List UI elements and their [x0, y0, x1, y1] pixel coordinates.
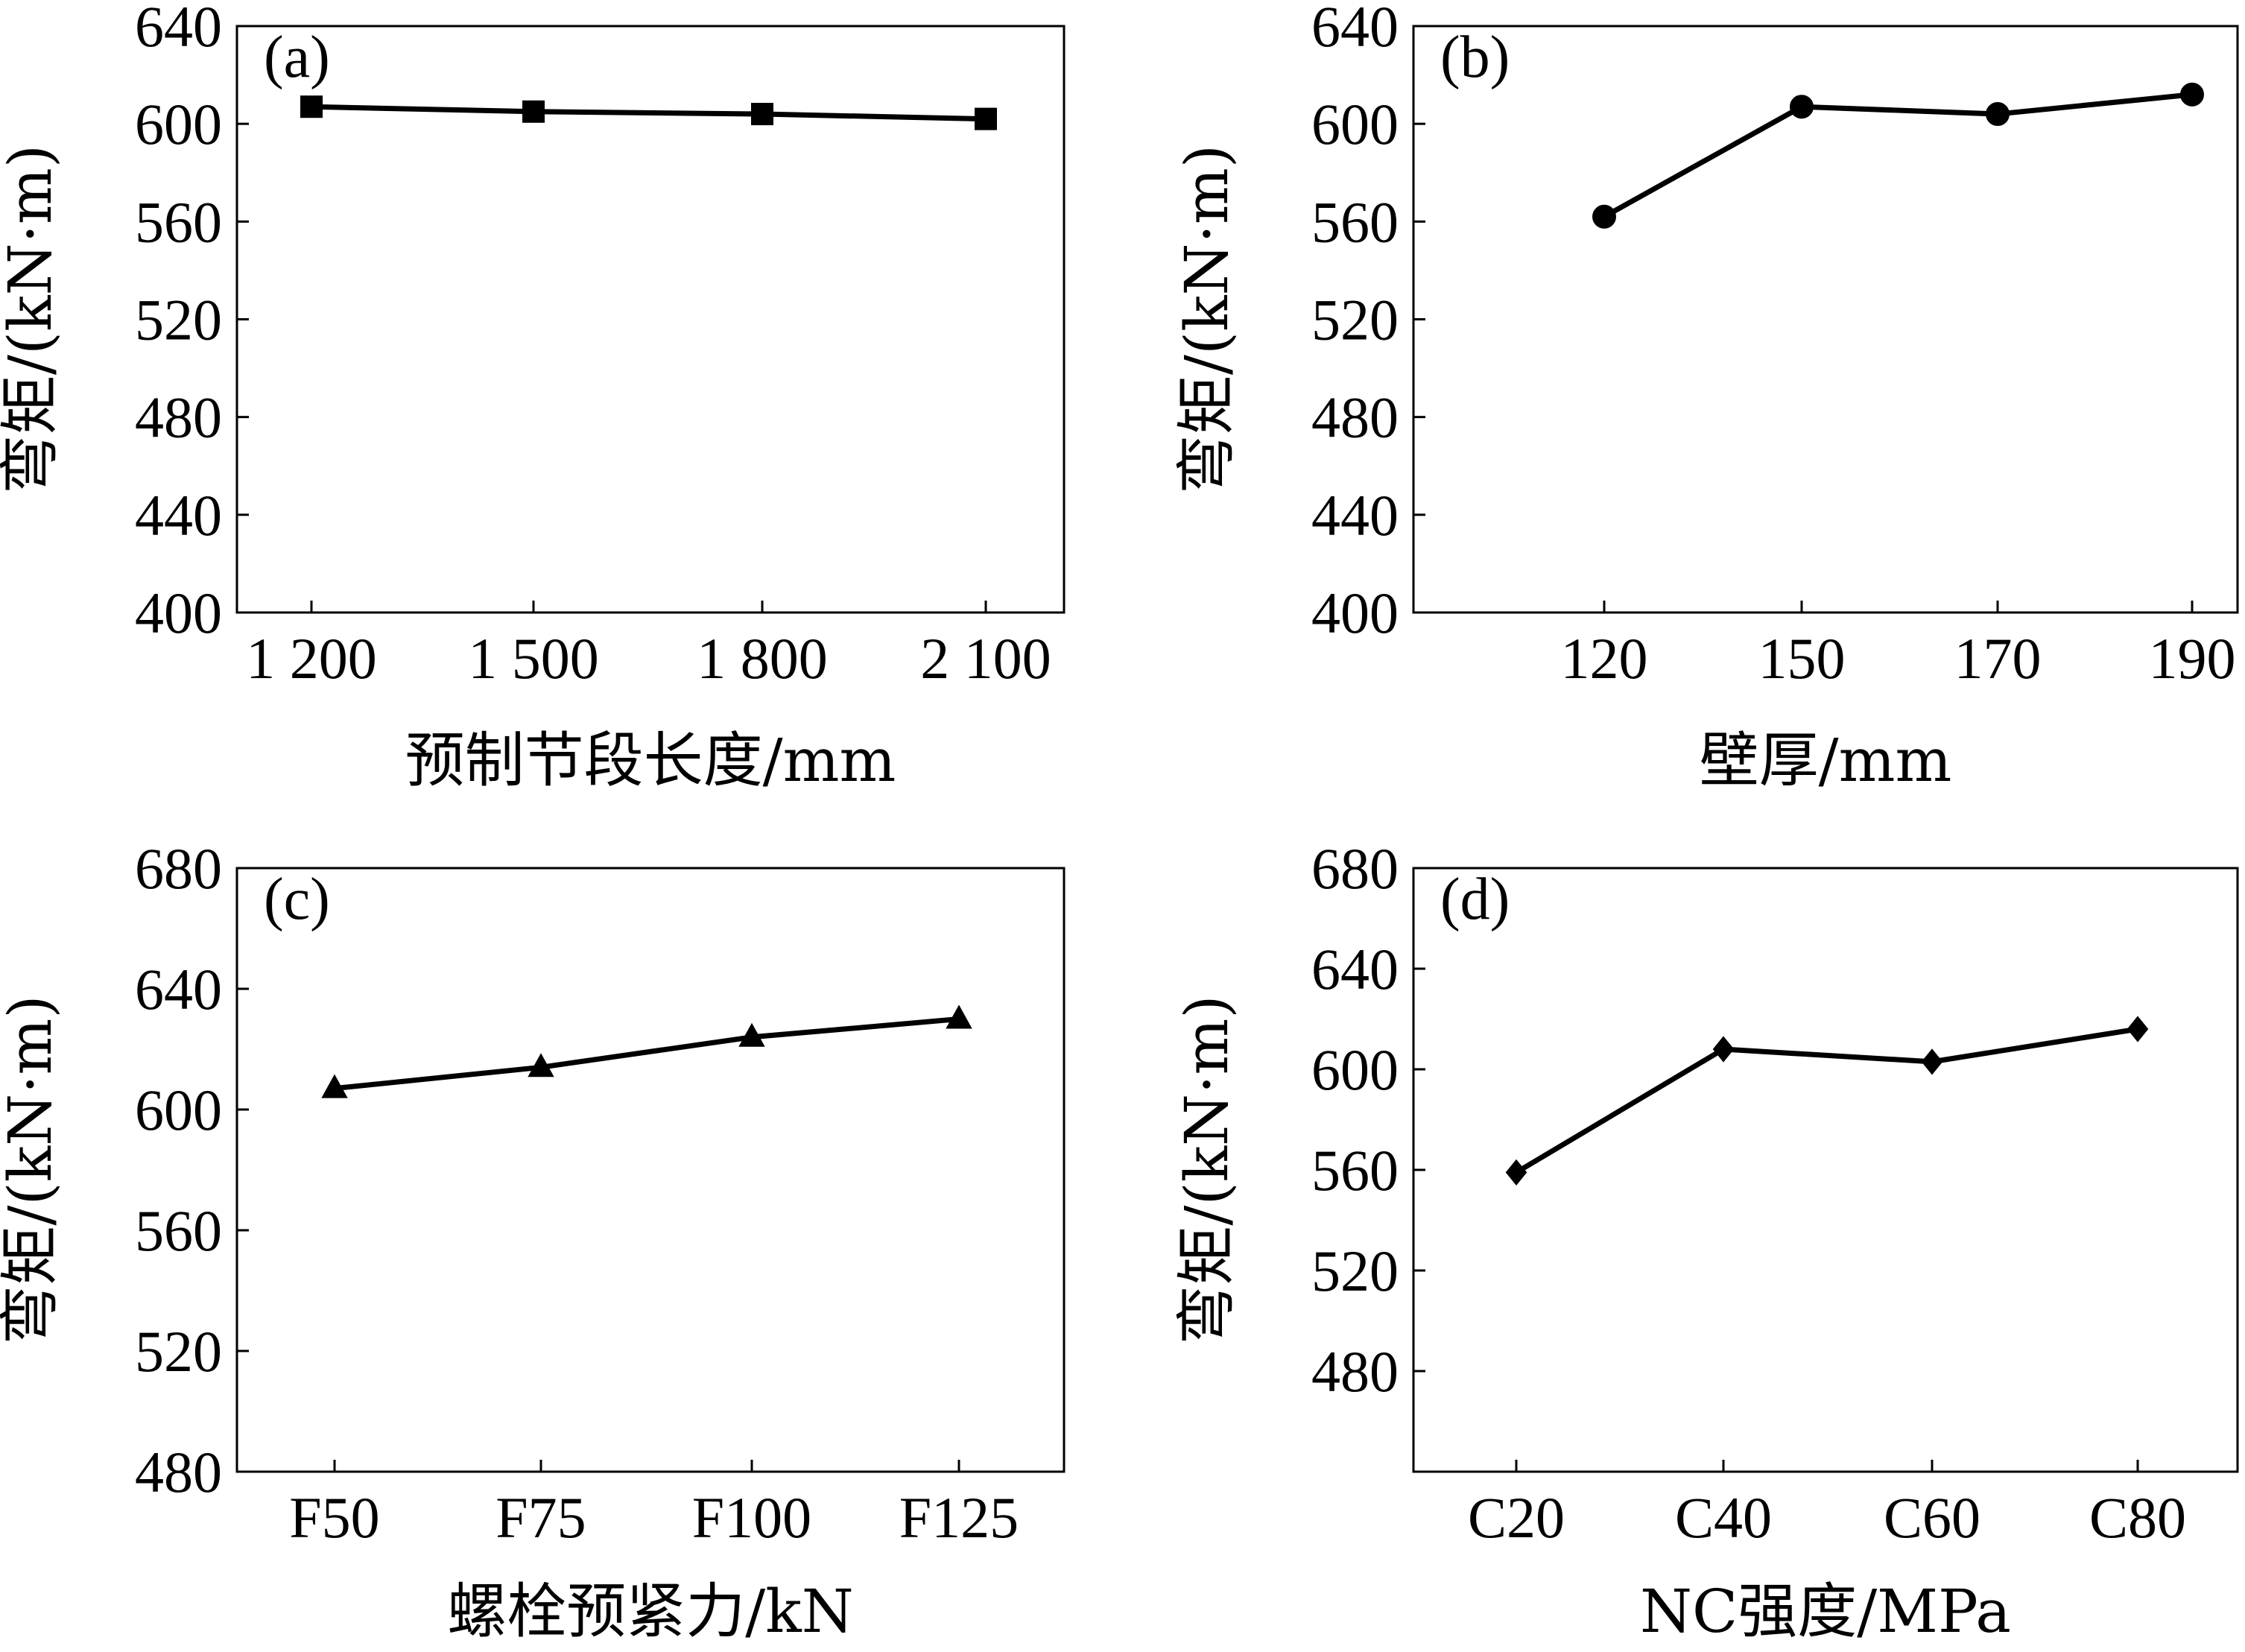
data-point-b — [2180, 82, 2204, 107]
y-tick-label-d: 600 — [1311, 1037, 1399, 1102]
x-axis-label-b: 壁厚/mm — [1700, 726, 1952, 795]
data-point-b — [1986, 102, 2010, 127]
y-tick-label-b: 600 — [1311, 92, 1399, 156]
x-tick-label-c: F125 — [899, 1485, 1019, 1550]
data-point-d — [1505, 1159, 1527, 1186]
y-axis-label-c: 弯矩/(kN·m) — [0, 995, 65, 1344]
data-point-b — [1790, 95, 1814, 119]
y-tick-label-a: 600 — [135, 92, 222, 156]
x-axis-label-c: 螺栓预紧力/kN — [447, 1577, 853, 1646]
data-point-d — [2127, 1016, 2149, 1042]
y-tick-label-a: 480 — [135, 385, 222, 450]
x-tick-label-b: 170 — [1954, 626, 2042, 691]
y-tick-label-d: 480 — [1311, 1339, 1399, 1404]
x-tick-label-a: 1 800 — [697, 626, 828, 691]
y-axis-label-a: 弯矩/(kN·m) — [0, 145, 65, 494]
chart-panel-b: 400 440 480 520 560 600 640 120 150 170 190 (b) 壁厚/m… — [1172, 0, 2239, 795]
series-line-c — [334, 1016, 960, 1092]
chart-panel-c: 480 520 560 600 640 680 F50 F75 F100 F125 (c) 螺栓预紧力… — [0, 836, 1065, 1646]
x-tick-label-a: 1 500 — [468, 626, 599, 691]
plot-frame-d — [1412, 867, 2239, 1473]
series-line-a — [311, 104, 987, 122]
x-tick-label-c: F100 — [692, 1485, 811, 1550]
y-tick-label-d: 680 — [1311, 836, 1399, 901]
y-tick-label-a: 520 — [135, 288, 222, 352]
y-tick-label-a: 440 — [135, 483, 222, 548]
y-axis-label-d: 弯矩/(kN·m) — [1172, 995, 1241, 1344]
data-point-c — [528, 1053, 554, 1077]
x-axis-label-a: 预制节段长度/mm — [405, 726, 896, 795]
data-point-c — [738, 1022, 765, 1047]
data-point-a — [975, 107, 997, 130]
data-point-b — [1592, 204, 1616, 229]
y-tick-label-b: 440 — [1311, 483, 1399, 548]
x-tick-label-c: F75 — [495, 1485, 586, 1550]
y-tick-label-b: 480 — [1311, 385, 1399, 450]
x-tick-label-a: 2 100 — [920, 626, 1051, 691]
y-tick-label-c: 520 — [135, 1319, 222, 1384]
data-point-a — [300, 95, 323, 118]
data-point-d — [1921, 1048, 1943, 1075]
x-tick-label-a: 1 200 — [246, 626, 377, 691]
x-tick-label-b: 190 — [2149, 626, 2236, 691]
panel-label-d: (d) — [1440, 867, 1510, 932]
x-tick-label-d: C80 — [2089, 1485, 2186, 1550]
series-line-d — [1515, 1026, 2138, 1175]
plot-frame-b — [1412, 25, 2239, 614]
y-tick-label-c: 480 — [135, 1440, 222, 1504]
series-line-b — [1603, 92, 2193, 219]
data-point-a — [751, 103, 773, 126]
data-point-c — [321, 1074, 348, 1098]
data-point-a — [522, 100, 545, 123]
y-tick-label-c: 600 — [135, 1077, 222, 1142]
y-tick-label-c: 640 — [135, 957, 222, 1022]
y-tick-label-b: 520 — [1311, 288, 1399, 352]
y-axis-label-b: 弯矩/(kN·m) — [1172, 145, 1241, 494]
y-tick-label-a: 560 — [135, 189, 222, 254]
x-tick-label-d: C20 — [1468, 1485, 1565, 1550]
y-tick-label-c: 560 — [135, 1198, 222, 1263]
x-tick-label-b: 120 — [1561, 626, 1648, 691]
chart-panel-d: 480 520 560 600 640 680 C20 C40 C60 C80 (d) NC强度/MP… — [1172, 836, 2239, 1646]
y-tick-label-a: 400 — [135, 580, 222, 645]
x-tick-label-c: F50 — [289, 1485, 379, 1550]
panel-label-c: (c) — [264, 867, 330, 932]
y-tick-label-b: 400 — [1311, 580, 1399, 645]
data-point-d — [1712, 1036, 1735, 1063]
panel-label-a: (a) — [264, 25, 330, 90]
x-tick-label-d: C60 — [1884, 1485, 1980, 1550]
chart-panel-a: 400 440 480 520 560 600 640 1 200 1 500 1 800 2 10… — [0, 0, 1065, 795]
y-tick-label-d: 520 — [1311, 1238, 1399, 1303]
x-tick-label-d: C40 — [1675, 1485, 1772, 1550]
y-tick-label-d: 560 — [1311, 1138, 1399, 1203]
panel-label-b: (b) — [1440, 25, 1510, 90]
y-tick-label-a: 640 — [135, 0, 222, 59]
x-tick-label-b: 150 — [1758, 626, 1846, 691]
y-tick-label-b: 560 — [1311, 189, 1399, 254]
y-tick-label-c: 680 — [135, 836, 222, 901]
y-tick-label-d: 640 — [1311, 937, 1399, 1001]
data-point-c — [946, 1004, 972, 1029]
x-axis-label-d: NC强度/MPa — [1640, 1577, 2011, 1646]
plot-frame-c — [235, 867, 1065, 1473]
y-tick-label-b: 640 — [1311, 0, 1399, 59]
